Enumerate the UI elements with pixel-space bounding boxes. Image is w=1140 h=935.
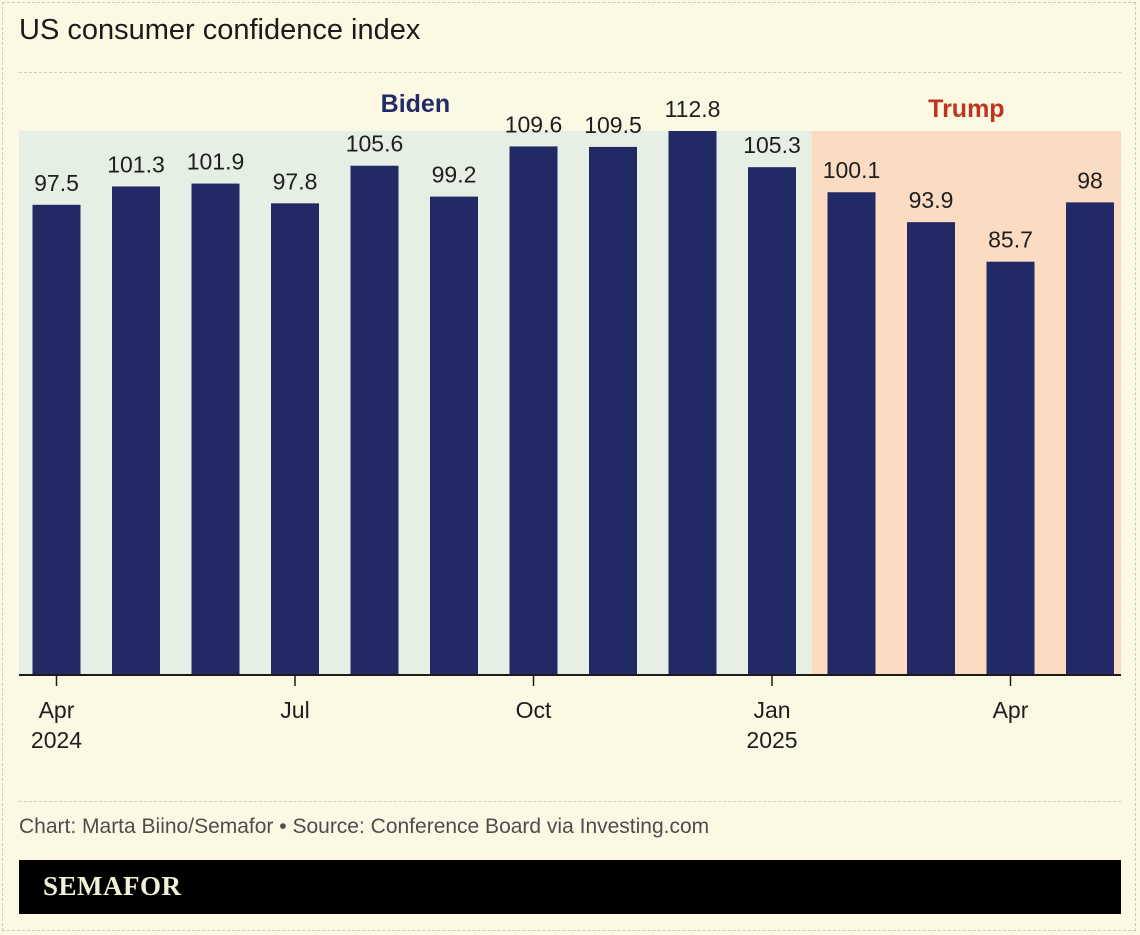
x-tick-label: Jan bbox=[753, 697, 790, 723]
title-divider bbox=[19, 72, 1121, 73]
bar-value-label: 105.3 bbox=[743, 132, 801, 158]
bar-value-label: 93.9 bbox=[909, 187, 954, 213]
bar bbox=[827, 192, 876, 675]
bar bbox=[112, 186, 160, 675]
bar bbox=[668, 131, 717, 675]
bar bbox=[1066, 202, 1114, 675]
bar-value-label: 101.3 bbox=[107, 151, 165, 177]
bar bbox=[589, 146, 637, 675]
x-tick-label: 2025 bbox=[746, 727, 797, 753]
bar-value-label: 100.1 bbox=[823, 157, 881, 183]
bar bbox=[32, 204, 81, 675]
bar bbox=[986, 261, 1035, 675]
bar bbox=[430, 196, 478, 675]
x-tick-label: Oct bbox=[516, 697, 552, 723]
bar-value-label: 109.6 bbox=[505, 111, 563, 137]
x-tick-label: Apr bbox=[993, 697, 1029, 723]
x-tick-label: 2024 bbox=[31, 727, 82, 753]
bar bbox=[350, 165, 399, 676]
bar-value-label: 105.6 bbox=[346, 131, 404, 157]
x-tick-label: Jul bbox=[280, 697, 309, 723]
bar-value-label: 98 bbox=[1077, 167, 1103, 193]
bar-value-label: 97.5 bbox=[34, 170, 79, 196]
bar bbox=[748, 167, 796, 675]
bar bbox=[509, 146, 558, 675]
x-tick-label: Apr bbox=[39, 697, 75, 723]
bar-value-label: 97.8 bbox=[273, 168, 318, 194]
chart-title: US consumer confidence index bbox=[19, 14, 421, 46]
period-label-biden: Biden bbox=[381, 90, 450, 118]
bar-value-label: 99.2 bbox=[432, 162, 477, 188]
bar-value-label: 112.8 bbox=[665, 96, 721, 122]
bar-value-label: 109.5 bbox=[584, 112, 642, 138]
chart-credit: Chart: Marta Biino/Semafor • Source: Con… bbox=[19, 815, 710, 838]
brand-bar: SEMAFOR bbox=[19, 860, 1121, 914]
bar-value-label: 101.9 bbox=[187, 149, 245, 175]
bar bbox=[907, 222, 955, 676]
period-label-trump: Trump bbox=[928, 95, 1004, 123]
bar-value-label: 85.7 bbox=[988, 227, 1033, 253]
bar bbox=[271, 203, 319, 675]
bar-chart: Biden Trump 97.5 101.3 101.9 97.8 105.6 99.2 109… bbox=[19, 90, 1121, 753]
bar bbox=[191, 183, 240, 675]
brand-logo: SEMAFOR bbox=[43, 871, 182, 901]
footer-divider bbox=[19, 801, 1121, 802]
